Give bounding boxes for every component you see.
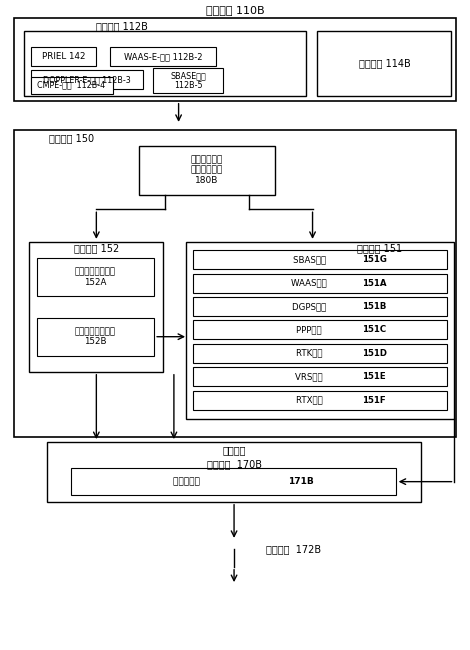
Bar xyxy=(47,442,421,502)
Text: 位置精度改善
措施确定逻辑
180B: 位置精度改善 措施确定逻辑 180B xyxy=(191,155,223,185)
Text: 确定位置: 确定位置 xyxy=(222,445,246,455)
Text: 151B: 151B xyxy=(362,302,386,311)
Text: 重建载波相位逻辑
152B: 重建载波相位逻辑 152B xyxy=(75,327,116,346)
Bar xyxy=(24,31,306,96)
Bar xyxy=(193,250,447,269)
Bar xyxy=(193,391,447,410)
Bar xyxy=(29,242,163,372)
Bar xyxy=(193,344,447,363)
Bar xyxy=(31,47,96,66)
Text: 校正逻辑 151: 校正逻辑 151 xyxy=(357,243,402,254)
Text: 访问逻辑 110B: 访问逻辑 110B xyxy=(206,5,264,16)
Text: DGPS逻辑: DGPS逻辑 xyxy=(292,302,329,311)
Bar xyxy=(71,468,396,495)
Text: RTX逻辑: RTX逻辑 xyxy=(296,396,325,404)
Text: PRIEL 142: PRIEL 142 xyxy=(42,52,85,61)
Text: RTK逻辑: RTK逻辑 xyxy=(296,349,325,358)
Bar xyxy=(193,367,447,386)
Text: WAAS-E-逻辑 112B-2: WAAS-E-逻辑 112B-2 xyxy=(124,52,203,61)
Text: DOPPLER-E-逻辑 112B-3: DOPPLER-E-逻辑 112B-3 xyxy=(43,75,131,84)
Bar xyxy=(37,258,154,296)
Bar xyxy=(139,146,275,195)
Text: 151A: 151A xyxy=(362,279,386,287)
Text: 151D: 151D xyxy=(361,349,387,358)
Text: 平滑逻辑 152: 平滑逻辑 152 xyxy=(74,243,119,254)
Bar xyxy=(193,297,447,316)
Text: 151C: 151C xyxy=(362,326,386,334)
Bar xyxy=(193,320,447,339)
Text: PPP逻辑: PPP逻辑 xyxy=(297,326,325,334)
Text: WAAS逻辑: WAAS逻辑 xyxy=(291,279,330,287)
Text: 最小二乘解: 最小二乘解 xyxy=(173,477,203,486)
Text: 151E: 151E xyxy=(362,372,386,381)
Text: 171B: 171B xyxy=(288,477,313,486)
Text: 接收逻辑 114B: 接收逻辑 114B xyxy=(359,58,410,68)
Text: CMPE-逻辑  112B-4: CMPE-逻辑 112B-4 xyxy=(38,81,105,90)
Bar xyxy=(14,18,456,101)
Bar xyxy=(193,274,447,292)
Bar xyxy=(153,68,223,93)
Bar xyxy=(317,31,451,96)
Bar xyxy=(37,318,154,356)
Bar xyxy=(31,70,143,89)
Bar xyxy=(31,77,113,94)
Bar xyxy=(186,242,454,419)
Bar xyxy=(14,130,456,437)
Text: 真实载波相位逻辑
152A: 真实载波相位逻辑 152A xyxy=(75,267,116,287)
Bar xyxy=(110,47,216,66)
Text: SBAS逻辑: SBAS逻辑 xyxy=(293,255,329,264)
Text: 位置定位  172B: 位置定位 172B xyxy=(266,544,321,554)
Text: 定位逻辑  170B: 定位逻辑 170B xyxy=(206,459,262,469)
Text: VRS逻辑: VRS逻辑 xyxy=(296,372,326,381)
Text: 151G: 151G xyxy=(362,255,386,264)
Text: 151F: 151F xyxy=(362,396,386,404)
Text: 提取逻辑 112B: 提取逻辑 112B xyxy=(96,21,148,32)
Text: 处理逻辑 150: 处理逻辑 150 xyxy=(49,133,94,144)
Text: SBASE逻辑
112B-5: SBASE逻辑 112B-5 xyxy=(170,71,206,90)
